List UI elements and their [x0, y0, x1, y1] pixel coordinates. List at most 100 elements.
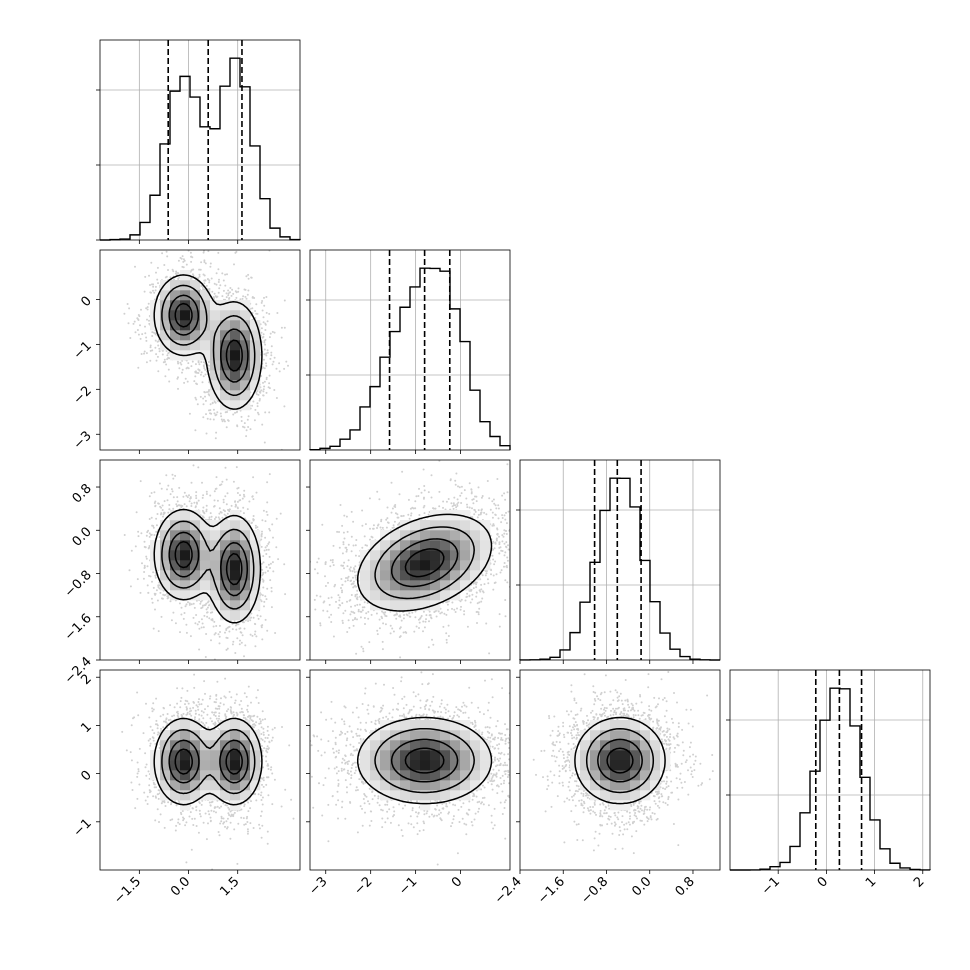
density-cell	[240, 760, 251, 771]
contour-level-1	[374, 727, 475, 794]
density-cell	[360, 570, 371, 581]
density-cell	[410, 560, 421, 571]
density-cell	[180, 530, 191, 541]
density-cell	[650, 730, 661, 741]
density-cell	[190, 350, 201, 361]
panel-frame	[309, 249, 511, 451]
density-cell	[200, 320, 211, 331]
density-cell	[240, 350, 251, 361]
density-cell	[210, 760, 221, 771]
density-cell	[170, 720, 181, 731]
density-cell	[250, 750, 261, 761]
density-cell	[460, 510, 471, 521]
density-cell	[600, 780, 611, 791]
density-cell	[420, 750, 431, 761]
density-cell	[450, 560, 461, 571]
density-cell	[470, 760, 481, 771]
density-cell	[400, 750, 411, 761]
density-cell	[170, 790, 181, 801]
x-tick-label: 0	[815, 874, 831, 890]
density-cell	[220, 540, 231, 551]
density-cell	[220, 340, 231, 351]
density-cell	[170, 560, 181, 571]
density-cell	[160, 560, 171, 571]
contour-level-0	[574, 716, 666, 805]
density-cell	[460, 570, 471, 581]
density-cell	[220, 570, 231, 581]
density-cell	[230, 760, 241, 771]
density-cell	[440, 550, 451, 561]
density-cell	[200, 330, 211, 341]
density-cell	[180, 540, 191, 551]
x-tick-label: −2	[351, 874, 375, 898]
x-tick-label: −2.4	[492, 874, 525, 907]
density-cell	[230, 360, 241, 371]
density-cell	[180, 310, 191, 321]
density-cell	[170, 530, 181, 541]
density-cell	[390, 760, 401, 771]
density-cell	[250, 770, 261, 781]
density-cell	[230, 780, 241, 791]
density-cell	[170, 730, 181, 741]
density-cell	[410, 540, 421, 551]
density-cell	[160, 770, 171, 781]
density-cell	[190, 560, 201, 571]
density-cell	[410, 740, 421, 751]
density-cell	[160, 780, 171, 791]
pair-panel-2-0	[99, 459, 301, 661]
density-cell	[610, 720, 621, 731]
density-cell	[220, 770, 231, 781]
density-cell	[390, 600, 401, 611]
density-cell	[380, 750, 391, 761]
density-cell	[480, 770, 491, 781]
density-cell	[230, 520, 241, 531]
density-cell	[460, 780, 471, 791]
panel-frame	[729, 669, 931, 871]
density-cell	[450, 740, 461, 751]
density-cell	[230, 400, 241, 411]
density-cell	[440, 760, 451, 771]
density-cell	[200, 350, 211, 361]
x-tick-label: 1.5	[217, 874, 242, 899]
histogram-step	[519, 477, 720, 661]
density-cell	[390, 720, 401, 731]
density-cell	[240, 570, 251, 581]
density-cell	[190, 310, 201, 321]
density-cell	[390, 750, 401, 761]
density-cell	[160, 310, 171, 321]
density-cell	[230, 320, 241, 331]
density-cell	[400, 550, 411, 561]
density-cell	[220, 520, 231, 531]
density-cell	[380, 780, 391, 791]
density-cell	[250, 730, 261, 741]
density-cell	[230, 530, 241, 541]
density-cell	[220, 760, 231, 771]
density-cell	[170, 590, 181, 601]
density-cell	[630, 760, 641, 771]
density-cell	[400, 780, 411, 791]
density-cell	[180, 570, 191, 581]
density-cell	[360, 560, 371, 571]
density-cell	[190, 300, 201, 311]
density-cell	[630, 790, 641, 801]
density-cell	[250, 550, 261, 561]
density-cell	[420, 790, 431, 801]
contour-level-2	[390, 538, 459, 588]
density-cell	[240, 380, 251, 391]
density-cell	[470, 780, 481, 791]
density-cell	[420, 730, 431, 741]
density-cell	[400, 570, 411, 581]
density-cell	[230, 770, 241, 781]
density-cell	[170, 750, 181, 761]
density-cell	[430, 540, 441, 551]
density-cell	[220, 780, 231, 791]
density-cell	[230, 740, 241, 751]
pair-panel-2-1	[309, 459, 511, 661]
y-tick-label: −2	[71, 384, 95, 408]
density-cell	[160, 280, 171, 291]
density-cell	[170, 350, 181, 361]
density-cell	[390, 770, 401, 781]
density-cell	[250, 330, 261, 341]
density-cell	[460, 550, 471, 561]
density-cell	[210, 560, 221, 571]
